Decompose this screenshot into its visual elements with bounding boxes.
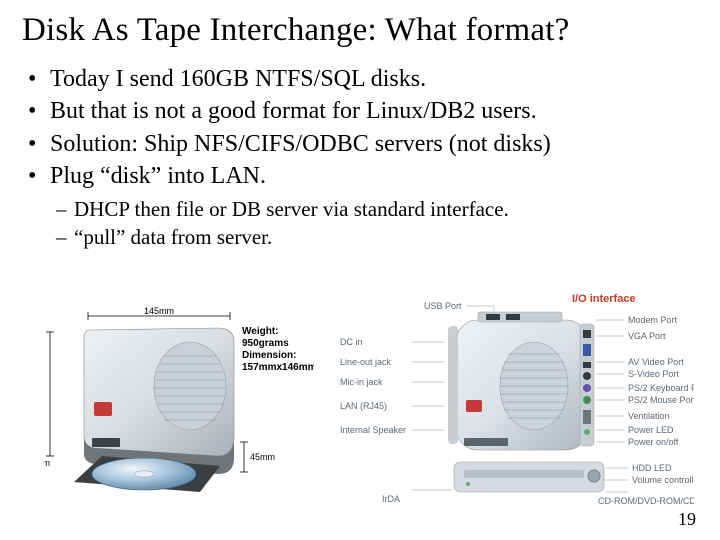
port-label: CD-ROM/DVD-ROM/CD-RW — [598, 496, 694, 506]
device-figure-right: I/O interface — [336, 290, 694, 506]
port-label: USB Port — [424, 301, 462, 311]
port-label: LAN (RJ45) — [340, 401, 387, 411]
bullet-list: Today I send 160GB NTFS/SQL disks. But t… — [22, 63, 698, 193]
device-body-icon — [84, 328, 234, 474]
port-label: PS/2 Keyboard Port — [628, 383, 694, 393]
port-label: Internal Speaker — [340, 425, 406, 435]
slide-title: Disk As Tape Interchange: What format? — [22, 12, 698, 49]
sub-bullet-item: “pull” data from server. — [56, 223, 698, 251]
port-label: Volume controller — [632, 475, 694, 485]
bullet-item: Plug “disk” into LAN. — [28, 160, 698, 192]
port-label: Power on/off — [628, 437, 679, 447]
bullet-item: But that is not a good format for Linux/… — [28, 95, 698, 127]
port-label: VGA Port — [628, 331, 666, 341]
dim-top-label: 145mm — [144, 306, 174, 316]
port-label: DC in — [340, 337, 363, 347]
spec-dim: 157mmx146mmx45mm — [242, 362, 314, 373]
port-label: Line-out jack — [340, 357, 392, 367]
port-label: AV Video Port — [628, 357, 684, 367]
spec-dim-heading: Dimension: — [242, 350, 296, 361]
port-label: IrDA — [382, 494, 400, 504]
io-interface-title: I/O interface — [572, 293, 636, 305]
port-label: Modem Port — [628, 315, 678, 325]
bullet-item: Today I send 160GB NTFS/SQL disks. — [28, 63, 698, 95]
bullet-item: Solution: Ship NFS/CIFS/ODBC servers (no… — [28, 128, 698, 160]
spec-heading: Weight: — [242, 326, 278, 337]
optical-drive-icon — [454, 462, 604, 492]
device-figure-left: 145mm 157mm — [44, 306, 314, 494]
port-label: HDD LED — [632, 463, 672, 473]
spec-weight: 950grams — [242, 338, 289, 349]
dim-depth-label: 45mm — [250, 452, 275, 462]
dim-side-label: 157mm — [44, 458, 50, 468]
port-label: Ventilation — [628, 411, 670, 421]
port-label: Power LED — [628, 425, 674, 435]
sub-bullet-item: DHCP then file or DB server via standard… — [56, 195, 698, 223]
sub-bullet-list: DHCP then file or DB server via standard… — [22, 195, 698, 252]
port-label: PS/2 Mouse Port — [628, 395, 694, 405]
device-body-right-icon — [448, 312, 594, 450]
page-number: 19 — [678, 509, 696, 530]
port-label: Mic-in jack — [340, 377, 383, 387]
port-label: S-Video Port — [628, 369, 679, 379]
